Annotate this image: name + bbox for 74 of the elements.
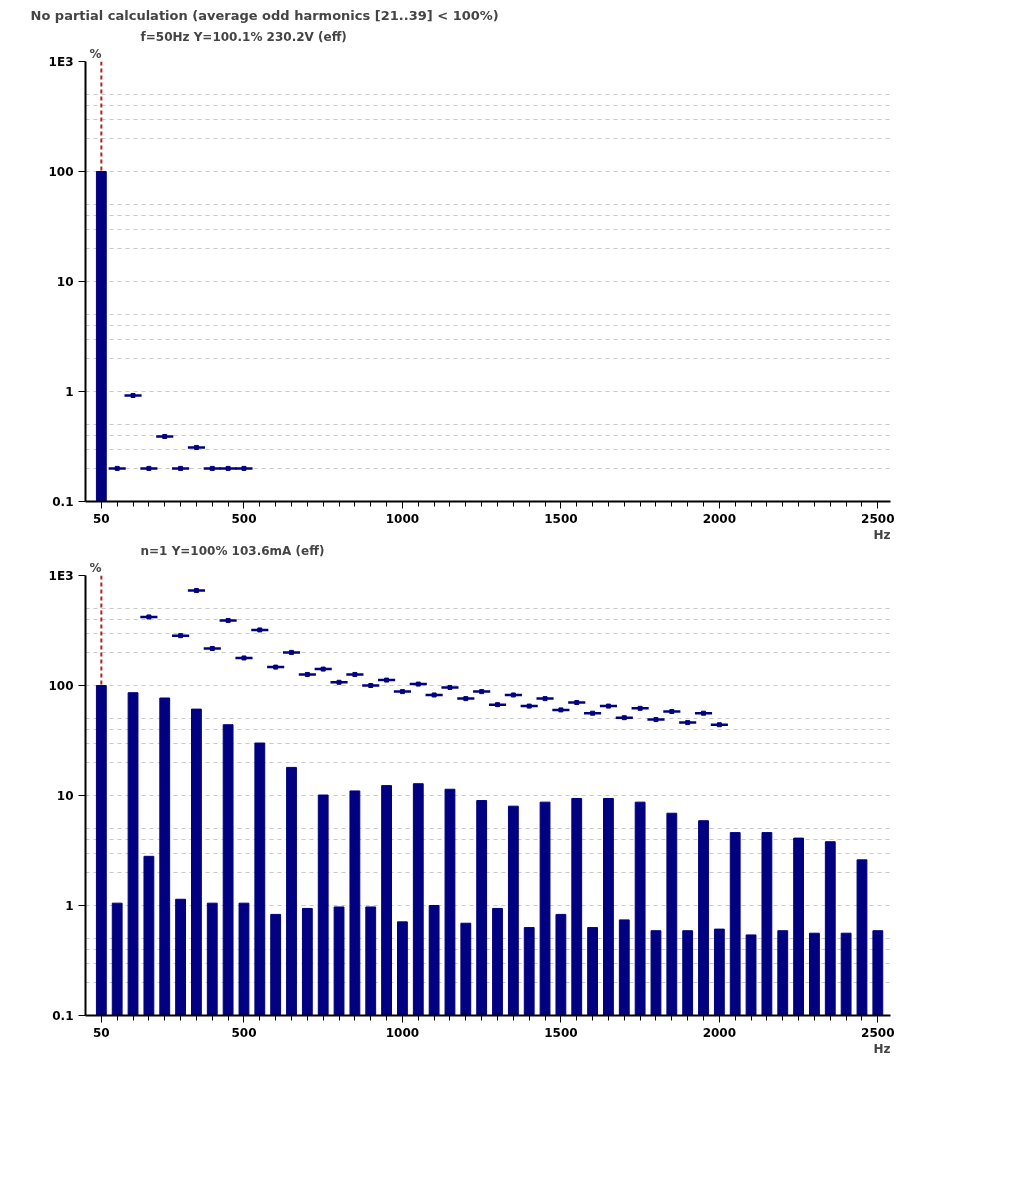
- point: [178, 465, 184, 471]
- point: [225, 617, 231, 623]
- x-tick-label: 2500: [861, 511, 895, 526]
- y-tick-label: 1: [65, 898, 74, 913]
- point: [114, 465, 120, 471]
- point: [399, 689, 405, 695]
- y-tick-label: 0.1: [52, 1008, 74, 1023]
- x-axis-title: Hz: [873, 1041, 891, 1056]
- x-tick-label: 500: [231, 511, 257, 526]
- point: [130, 392, 136, 398]
- point: [415, 681, 421, 687]
- y-tick-label: 100: [48, 164, 74, 179]
- point: [336, 679, 342, 685]
- point: [178, 633, 184, 639]
- y-axis-title: %: [89, 46, 102, 61]
- point: [447, 684, 453, 690]
- point: [320, 666, 326, 672]
- y-tick-label: 100: [48, 678, 74, 693]
- point: [716, 722, 722, 728]
- point: [241, 655, 247, 661]
- chart-subtitle: f=50Hz Y=100.1% 230.2V (eff): [140, 29, 347, 44]
- point: [225, 465, 231, 471]
- point: [526, 703, 532, 709]
- point: [289, 649, 294, 655]
- point: [193, 444, 199, 450]
- x-tick-label: 1500: [544, 1025, 578, 1040]
- point: [701, 710, 707, 716]
- point: [685, 720, 691, 726]
- chart-title: No partial calculation (average odd harmonics [21..39] < 100%): [30, 7, 499, 23]
- y-tick-label: 1: [65, 384, 74, 399]
- x-tick-label: 50: [93, 1025, 110, 1040]
- chart-subtitle: n=1 Y=100% 103.6mA (eff): [140, 543, 325, 558]
- point: [304, 671, 310, 677]
- x-tick-label: 1000: [385, 1025, 420, 1040]
- point: [495, 702, 501, 708]
- point: [605, 703, 611, 709]
- point: [637, 705, 643, 711]
- point: [653, 717, 659, 723]
- y-tick-label: 0.1: [52, 494, 74, 509]
- point: [384, 677, 390, 683]
- point: [146, 614, 152, 620]
- point: [431, 692, 437, 698]
- x-tick-label: 1000: [385, 511, 420, 526]
- point: [510, 692, 516, 698]
- point: [542, 696, 548, 702]
- x-tick-label: 50: [93, 511, 110, 526]
- point: [257, 627, 263, 633]
- x-tick-label: 2000: [702, 511, 737, 526]
- point: [162, 433, 168, 439]
- x-tick-label: 1500: [544, 511, 578, 526]
- point: [209, 465, 215, 471]
- y-tick-label: 1E3: [48, 54, 74, 69]
- y-tick-label: 1E3: [48, 568, 74, 583]
- point: [193, 588, 199, 594]
- point: [590, 710, 596, 716]
- x-tick-label: 500: [231, 1025, 257, 1040]
- point: [463, 696, 469, 702]
- x-tick-label: 2500: [861, 1025, 895, 1040]
- x-axis-title: Hz: [873, 527, 891, 542]
- y-tick-label: 10: [56, 274, 74, 289]
- point: [352, 671, 358, 677]
- point: [574, 700, 580, 706]
- point: [209, 645, 215, 651]
- point: [273, 664, 279, 670]
- point: [146, 465, 152, 471]
- point: [669, 709, 675, 715]
- point: [621, 715, 627, 721]
- point: [558, 707, 564, 713]
- y-axis-title: %: [89, 560, 102, 575]
- point: [368, 683, 374, 688]
- point: [479, 689, 485, 695]
- point: [241, 465, 247, 471]
- y-tick-label: 10: [56, 788, 74, 803]
- x-tick-label: 2000: [702, 1025, 737, 1040]
